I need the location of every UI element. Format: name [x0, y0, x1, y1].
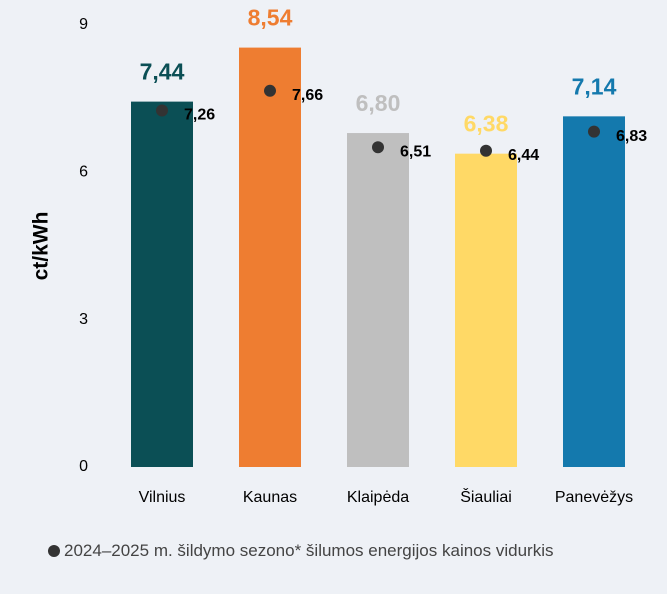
bar-value-label: 6,80 [356, 90, 401, 116]
dot-value-label: 6,51 [400, 144, 431, 161]
x-tick-label: Vilnius [139, 489, 186, 506]
x-tick-label: Šiauliai [460, 487, 512, 506]
x-tick-label: Kaunas [243, 489, 297, 506]
x-tick-label: Panevėžys [555, 489, 633, 506]
bar [563, 116, 625, 467]
legend-label: 2024–2025 m. šildymo sezono* šilumos ene… [64, 541, 554, 560]
y-tick-label: 6 [79, 164, 88, 181]
dot [588, 125, 600, 138]
dot [372, 141, 384, 154]
y-axis-title: ct/kWh [30, 212, 53, 281]
y-tick-label: 9 [79, 16, 88, 33]
bar-value-label: 7,44 [140, 59, 185, 85]
bar [455, 153, 517, 467]
y-tick-label: 0 [79, 458, 88, 475]
bar [347, 133, 409, 468]
dot-value-label: 6,83 [616, 128, 647, 145]
dot [480, 144, 492, 157]
dot-value-label: 7,26 [184, 107, 215, 124]
bar [239, 47, 301, 467]
bar [131, 101, 193, 467]
dot-value-label: 7,66 [292, 87, 323, 104]
x-tick-label: Klaipėda [347, 489, 409, 506]
legend-marker [48, 545, 60, 557]
dot [264, 84, 276, 97]
dot-value-label: 6,44 [508, 147, 539, 164]
bar-value-label: 8,54 [248, 5, 293, 31]
y-tick-label: 3 [79, 311, 88, 328]
bar-value-label: 7,14 [572, 73, 617, 99]
dot [156, 104, 168, 117]
bar-value-label: 6,38 [464, 111, 509, 137]
